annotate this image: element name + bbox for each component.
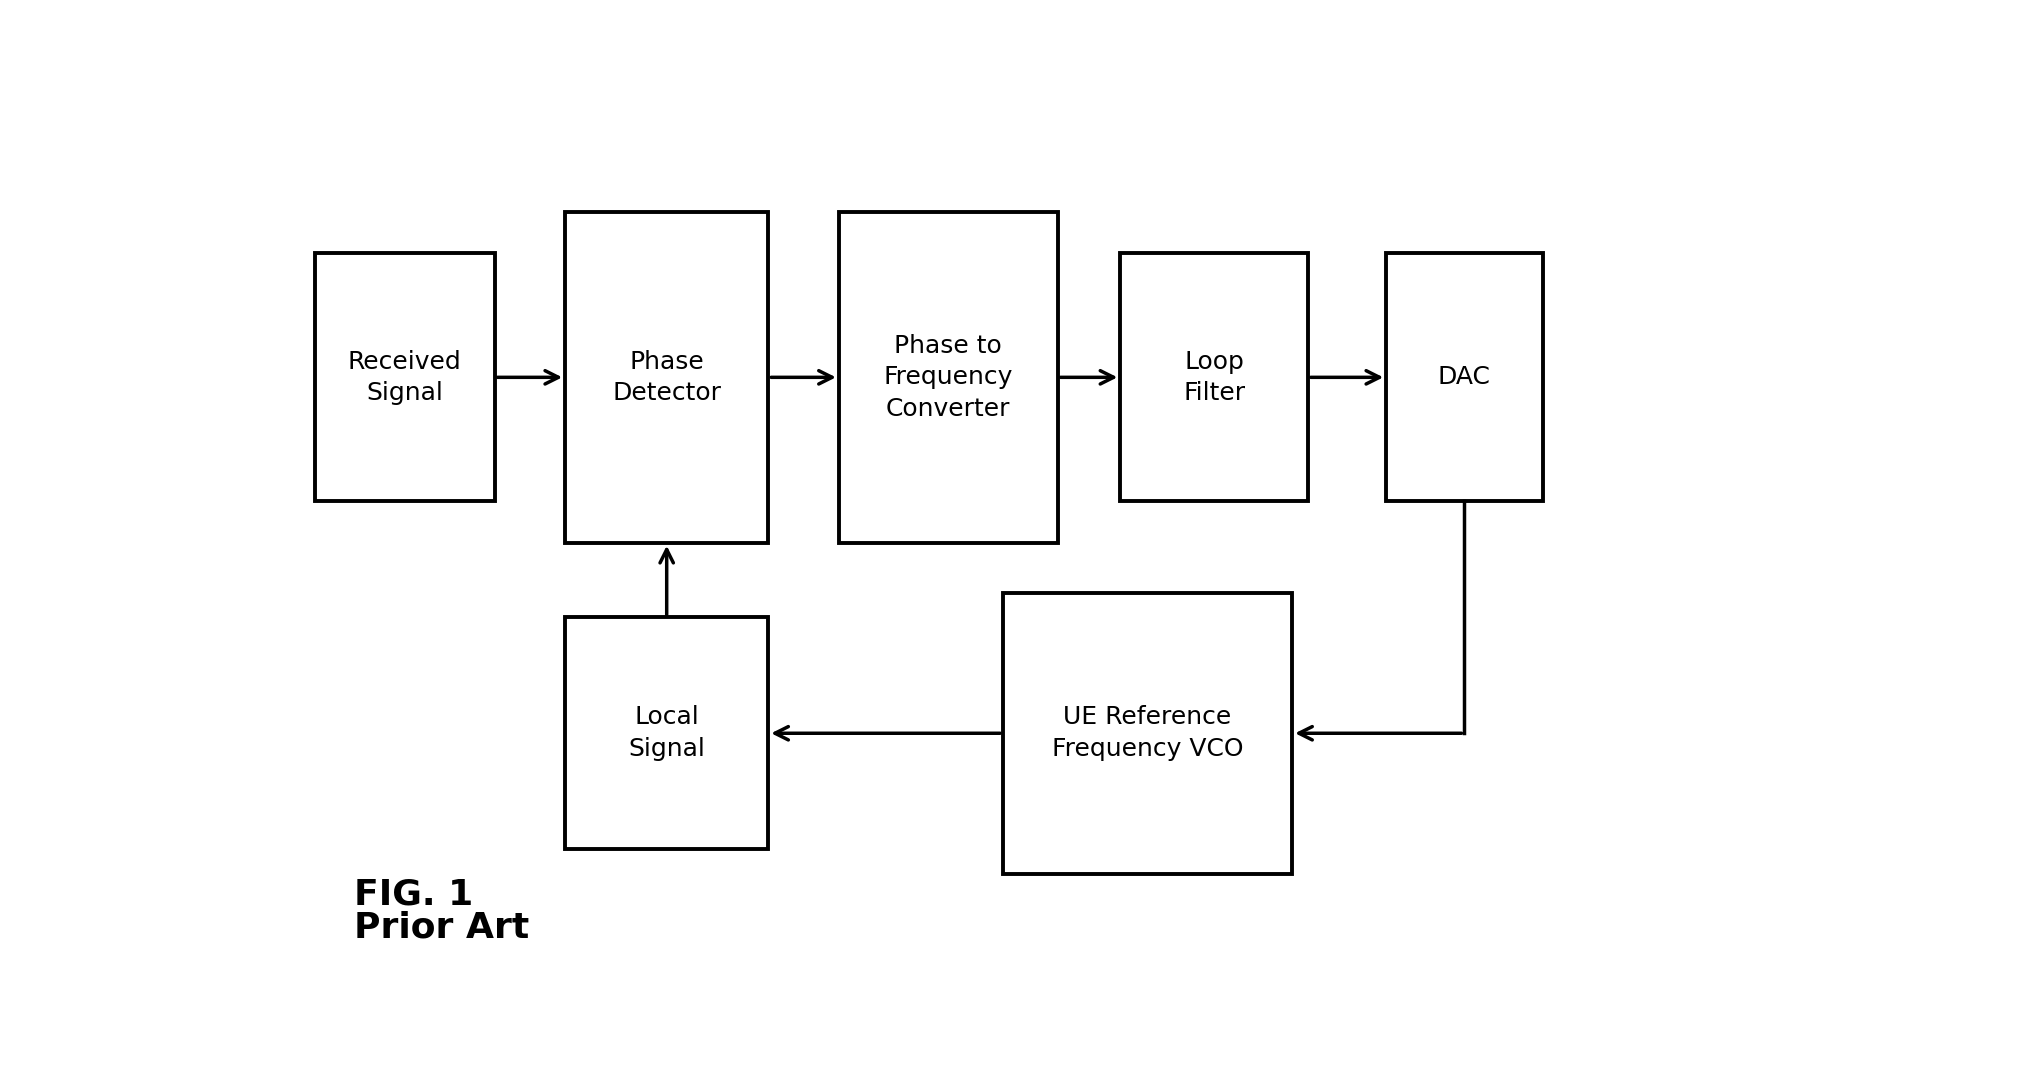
Bar <box>839 212 1057 543</box>
Bar <box>1386 253 1542 501</box>
Text: DAC: DAC <box>1439 366 1491 389</box>
Text: Phase
Detector: Phase Detector <box>611 349 720 405</box>
Bar <box>315 253 494 501</box>
Text: Phase to
Frequency
Converter: Phase to Frequency Converter <box>884 333 1013 421</box>
Bar <box>565 212 769 543</box>
Text: Loop
Filter: Loop Filter <box>1183 349 1245 405</box>
Text: Prior Art: Prior Art <box>353 911 529 945</box>
Text: UE Reference
Frequency VCO: UE Reference Frequency VCO <box>1051 705 1243 761</box>
Bar <box>1120 253 1308 501</box>
Bar <box>1003 592 1292 874</box>
Text: Received
Signal: Received Signal <box>347 349 462 405</box>
Text: FIG. 1: FIG. 1 <box>353 877 472 912</box>
Text: Local
Signal: Local Signal <box>628 705 704 761</box>
Bar <box>565 617 769 849</box>
